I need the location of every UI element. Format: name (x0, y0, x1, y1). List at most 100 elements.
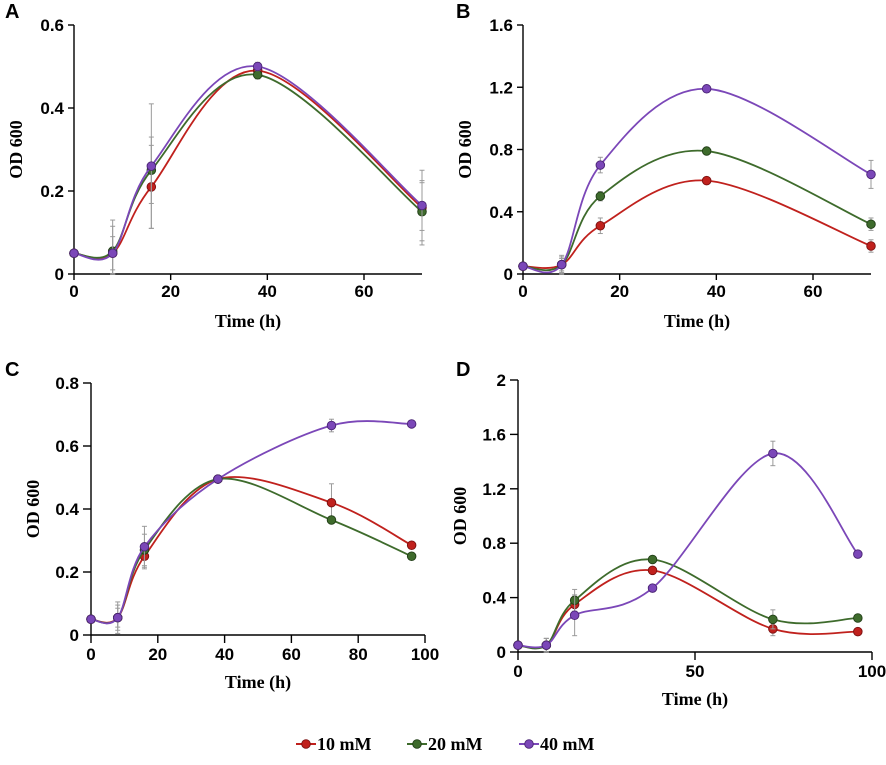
data-point (252, 70, 263, 80)
data-point (768, 448, 778, 459)
y-tick-label: 0.2 (55, 563, 79, 582)
x-tick-label: 0 (69, 282, 78, 301)
series-10-mm (518, 175, 876, 275)
data-point (107, 248, 118, 258)
x-axis-title: Time (h) (215, 311, 281, 332)
data-point (326, 515, 337, 525)
data-point (768, 614, 778, 625)
data-point (569, 610, 580, 621)
y-tick-label: 0 (504, 265, 513, 284)
series-40-mm (69, 61, 427, 271)
y-tick-label: 0 (55, 265, 64, 284)
x-axis-title: Time (h) (664, 311, 730, 332)
panel-c: C 0 0.2 0.4 0.6 0.8 0 20 40 60 80 100 Time (h) OD 600 (5, 359, 439, 693)
data-point (595, 221, 606, 231)
panel-a: A 0 0.2 0.4 0.6 0 20 40 60 Time (h) OD 600 (5, 1, 427, 332)
series-line (522, 149, 872, 272)
series-line (90, 476, 413, 624)
series-line (517, 558, 858, 650)
data-point (112, 612, 123, 623)
data-point (326, 420, 337, 431)
legend-marker (301, 739, 311, 749)
series-line (73, 69, 423, 260)
data-point (406, 540, 417, 550)
x-tick-label: 60 (355, 282, 374, 301)
data-point (866, 241, 876, 251)
data-point (326, 497, 337, 508)
y-axis-title: OD 600 (455, 120, 475, 179)
y-tick-label: 0.4 (489, 203, 513, 222)
y-tick-label: 1.2 (489, 78, 513, 97)
x-tick-label: 50 (686, 662, 705, 681)
panel-letter: D (456, 359, 470, 381)
y-tick-label: 0.6 (40, 16, 64, 35)
legend-label: 10 mM (317, 734, 371, 754)
data-point (853, 549, 863, 559)
x-tick-label: 0 (513, 662, 522, 681)
y-tick-label: 0.4 (482, 589, 506, 608)
data-point (417, 200, 427, 211)
y-tick-label: 1.6 (482, 425, 506, 444)
x-tick-label: 100 (858, 662, 886, 681)
panel-letter: A (5, 1, 19, 23)
y-tick-label: 0.8 (55, 374, 79, 393)
data-point (853, 613, 863, 623)
data-point (701, 84, 712, 94)
series-line (90, 420, 412, 625)
y-tick-label: 0.4 (55, 500, 79, 519)
x-axis-title: Time (h) (225, 672, 291, 693)
y-axis-title: OD 600 (6, 120, 26, 179)
legend-item: 10 mM (296, 734, 371, 754)
x-tick-label: 20 (161, 282, 180, 301)
data-point (866, 169, 876, 180)
x-tick-label: 40 (707, 282, 726, 301)
y-axis-title: OD 600 (23, 480, 43, 539)
data-point (647, 565, 658, 576)
data-point (701, 146, 712, 156)
data-point (595, 191, 606, 201)
data-point (69, 248, 79, 258)
data-point (146, 161, 157, 171)
y-tick-label: 0 (497, 643, 506, 662)
data-point (139, 542, 150, 552)
legend-item: 20 mM (407, 734, 482, 754)
data-point (556, 259, 567, 270)
data-point (252, 61, 263, 72)
x-tick-label: 0 (518, 282, 527, 301)
data-point (406, 419, 417, 429)
y-tick-label: 0.8 (482, 534, 506, 553)
y-tick-label: 0.6 (55, 437, 79, 456)
series-10-mm (86, 474, 417, 634)
series-40-mm (86, 418, 417, 628)
y-tick-label: 1.6 (489, 16, 513, 35)
series-40-mm (518, 84, 876, 274)
series-20-mm (86, 474, 417, 631)
x-tick-label: 20 (148, 645, 167, 664)
legend-label: 40 mM (540, 734, 594, 754)
x-tick-label: 40 (258, 282, 277, 301)
series-line (90, 477, 413, 625)
y-axis-title: OD 600 (450, 487, 470, 546)
legend-label: 20 mM (428, 734, 482, 754)
x-tick-label: 0 (86, 645, 95, 664)
panel-letter: B (456, 1, 470, 23)
x-tick-label: 60 (282, 645, 301, 664)
data-point (866, 219, 876, 229)
panel-b: B 0 0.4 0.8 1.2 1.6 0 20 40 60 Time (h) OD 600 (455, 1, 876, 332)
y-tick-label: 0 (70, 626, 79, 645)
legend: 10 mM 20 mM 40 mM (296, 734, 594, 754)
panel-d: D 0 0.4 0.8 1.2 1.6 2 0 50 100 Time (h) OD 600 (450, 359, 886, 710)
data-point (518, 261, 528, 271)
data-point (513, 640, 523, 650)
x-tick-label: 100 (411, 645, 439, 664)
x-tick-label: 40 (215, 645, 234, 664)
series-10-mm (69, 65, 427, 275)
data-point (541, 640, 552, 650)
data-point (701, 175, 712, 186)
y-tick-label: 1.2 (482, 480, 506, 499)
y-tick-label: 0.2 (40, 182, 64, 201)
y-tick-label: 0.4 (40, 99, 64, 118)
y-tick-label: 0.8 (489, 141, 513, 160)
series-line (517, 452, 859, 649)
